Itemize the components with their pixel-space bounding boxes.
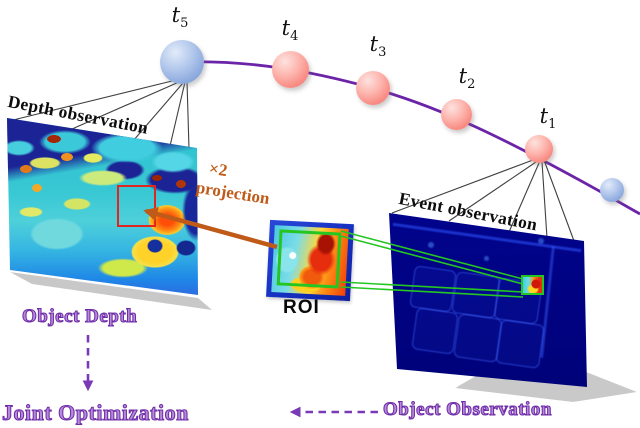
t-sub: 4 — [290, 29, 299, 45]
t-var: t — [281, 16, 291, 40]
event-observation-image — [389, 213, 587, 387]
event-box-outline — [411, 307, 459, 355]
sphere-t5 — [160, 40, 204, 84]
t-sub: 3 — [378, 45, 387, 61]
event-speckle — [427, 241, 435, 249]
projection-label: ×2 projection — [194, 156, 274, 210]
t-sub: 1 — [548, 117, 557, 133]
event-roi-patch — [521, 275, 544, 295]
t-sub: 2 — [467, 77, 476, 93]
roi-green-frame — [276, 229, 342, 289]
t-var: t — [369, 32, 379, 56]
sphere-t4 — [272, 51, 309, 88]
fan-line — [541, 161, 548, 239]
timeline-label-t4: t4 — [282, 16, 299, 44]
sphere-t2 — [441, 99, 472, 130]
fan-line — [186, 80, 190, 150]
object-depth-label: Object Depth — [21, 305, 138, 327]
fan-line — [543, 159, 575, 242]
fan-line — [169, 81, 186, 147]
sphere-t0 — [600, 178, 624, 202]
timeline-label-t1: t1 — [540, 104, 557, 132]
roi-image — [266, 219, 354, 302]
timeline-label-t5: t5 — [172, 3, 189, 31]
depth-observation-image — [7, 118, 198, 295]
event-speckle — [483, 255, 490, 262]
event-box-outline — [495, 319, 545, 369]
t-sub: 5 — [180, 16, 189, 32]
t-var: t — [171, 3, 181, 27]
object-observation-label: Object Observation — [382, 398, 552, 420]
roi-red-box — [117, 185, 156, 227]
sphere-t3 — [356, 71, 390, 105]
roi-label: ROI — [283, 297, 320, 318]
event-box-outline — [409, 265, 457, 313]
timeline-label-t2: t2 — [459, 64, 476, 92]
timeline-label-t3: t3 — [370, 32, 387, 60]
sphere-t1 — [525, 135, 553, 163]
joint-optimization-label: Joint Optimization — [1, 399, 189, 425]
